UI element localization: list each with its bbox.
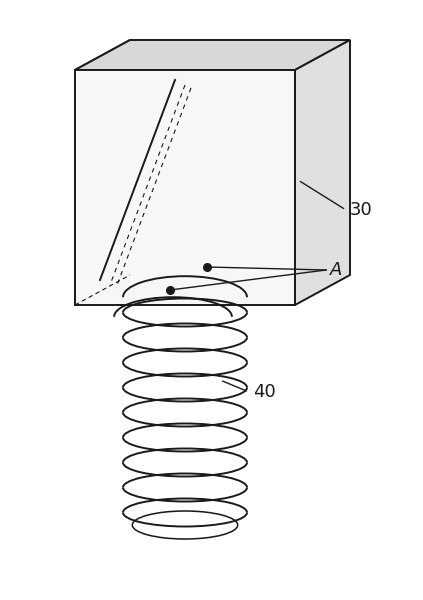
Text: A: A [330, 261, 342, 279]
Polygon shape [75, 40, 130, 305]
Polygon shape [75, 40, 350, 70]
Polygon shape [295, 40, 350, 305]
Text: 40: 40 [253, 383, 276, 401]
Polygon shape [75, 70, 295, 305]
Text: 30: 30 [350, 201, 373, 219]
